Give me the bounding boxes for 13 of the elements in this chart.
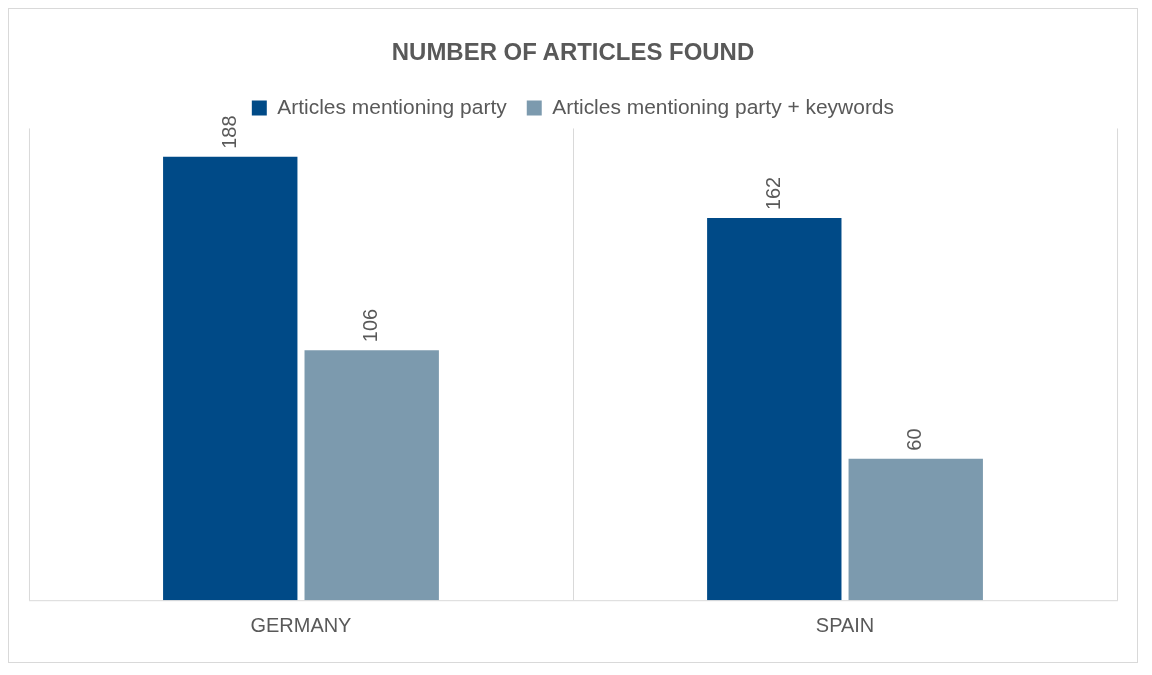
- x-tick-label: SPAIN: [815, 613, 875, 636]
- chart-title: NUMBER OF ARTICLES FOUND: [391, 37, 755, 65]
- bar: [707, 218, 842, 601]
- bar: [304, 350, 439, 601]
- data-label: 60: [903, 428, 926, 451]
- bar: [848, 458, 983, 601]
- bar: [163, 156, 298, 601]
- legend-label: Articles mentioning party + keywords: [552, 94, 894, 118]
- x-tick-label: GERMANY: [250, 613, 352, 636]
- data-label: 106: [359, 308, 382, 343]
- data-label: 188: [217, 115, 240, 149]
- legend-label: Articles mentioning party: [277, 94, 508, 118]
- data-label: 162: [761, 176, 784, 211]
